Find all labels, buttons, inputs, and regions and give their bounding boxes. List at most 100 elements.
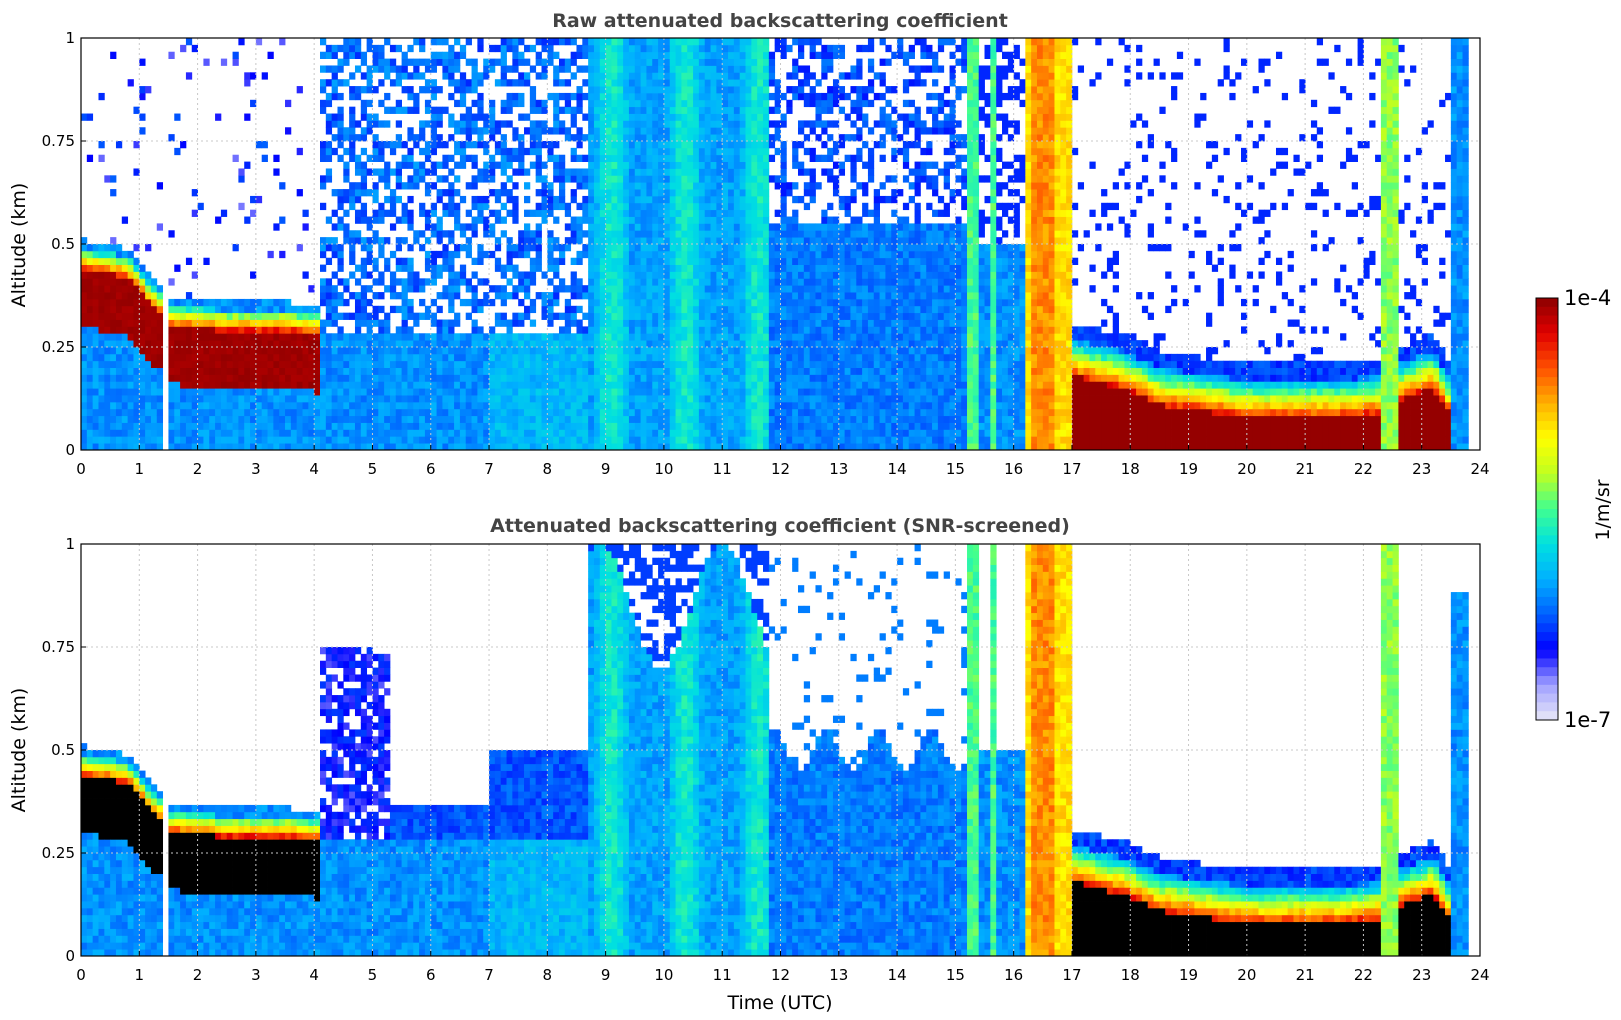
heatmap-cell bbox=[226, 374, 233, 382]
heatmap-cell bbox=[127, 298, 134, 307]
heatmap-cell bbox=[617, 99, 624, 108]
heatmap-cell bbox=[314, 326, 321, 334]
heatmap-cell bbox=[180, 401, 187, 410]
heatmap-cell bbox=[378, 209, 385, 217]
heatmap-cell bbox=[733, 195, 741, 204]
heatmap-cell bbox=[331, 353, 338, 362]
heatmap-cell bbox=[570, 154, 577, 162]
heatmap-cell bbox=[739, 38, 746, 46]
heatmap-cell bbox=[774, 237, 781, 245]
heatmap-cell bbox=[477, 333, 484, 341]
heatmap-cell bbox=[465, 312, 472, 320]
heatmap-cell bbox=[413, 175, 420, 183]
heatmap-cell bbox=[564, 202, 572, 211]
heatmap-cell bbox=[81, 271, 88, 279]
heatmap-cell bbox=[675, 319, 682, 327]
heatmap-cell bbox=[384, 161, 391, 169]
heatmap-cell bbox=[279, 182, 286, 190]
heatmap-cell bbox=[459, 264, 467, 272]
heatmap-cell bbox=[197, 353, 204, 362]
heatmap-cell bbox=[442, 319, 449, 327]
heatmap-cell bbox=[675, 422, 682, 430]
heatmap-cell bbox=[174, 340, 181, 348]
heatmap-cell bbox=[774, 285, 781, 293]
heatmap-cell bbox=[652, 422, 659, 430]
heatmap-cell bbox=[739, 353, 746, 362]
heatmap-cell bbox=[401, 353, 408, 362]
heatmap-cell bbox=[541, 99, 548, 108]
heatmap-cell bbox=[593, 360, 601, 368]
heatmap-cell bbox=[343, 285, 350, 293]
heatmap-cell bbox=[261, 401, 268, 410]
heatmap-cell bbox=[121, 347, 129, 355]
heatmap-cell bbox=[751, 51, 758, 59]
heatmap-cell bbox=[500, 422, 507, 430]
heatmap-cell bbox=[623, 168, 630, 176]
heatmap-cell bbox=[558, 79, 566, 87]
heatmap-cell bbox=[489, 127, 496, 135]
heatmap-cell bbox=[733, 202, 741, 211]
heatmap-cell bbox=[489, 333, 496, 341]
heatmap-cell bbox=[203, 333, 210, 341]
heatmap-cell bbox=[156, 347, 164, 355]
heatmap-cell bbox=[582, 395, 589, 403]
heatmap-cell bbox=[121, 395, 129, 403]
heatmap-cell bbox=[354, 312, 362, 320]
heatmap-cell bbox=[454, 443, 461, 450]
heatmap-cell bbox=[86, 367, 94, 375]
heatmap-cell bbox=[506, 292, 513, 300]
heatmap-cell bbox=[634, 319, 641, 327]
heatmap-cell bbox=[710, 388, 717, 396]
heatmap-cell bbox=[331, 134, 338, 142]
heatmap-cell bbox=[494, 189, 502, 197]
heatmap-cell bbox=[593, 292, 601, 300]
heatmap-cell bbox=[518, 72, 525, 80]
heatmap-cell bbox=[774, 127, 781, 135]
heatmap-cell bbox=[518, 134, 525, 142]
heatmap-cell bbox=[110, 292, 117, 300]
heatmap-cell bbox=[436, 271, 443, 279]
heatmap-cell bbox=[185, 72, 193, 80]
heatmap-cell bbox=[751, 58, 758, 66]
heatmap-cell bbox=[244, 408, 251, 417]
heatmap-cell bbox=[634, 182, 641, 190]
heatmap-cell bbox=[360, 415, 368, 423]
heatmap-cell bbox=[716, 38, 723, 46]
heatmap-cell bbox=[564, 209, 572, 217]
heatmap-cell bbox=[669, 195, 676, 204]
heatmap-cell bbox=[372, 422, 379, 430]
heatmap-cell bbox=[389, 353, 397, 362]
heatmap-cell bbox=[232, 353, 239, 362]
heatmap-cell bbox=[710, 237, 717, 245]
heatmap-cell bbox=[745, 79, 752, 87]
heatmap-cell bbox=[483, 443, 490, 450]
heatmap-cell bbox=[593, 216, 601, 224]
heatmap-cell bbox=[634, 44, 641, 53]
heatmap-cell bbox=[424, 436, 432, 444]
heatmap-cell bbox=[623, 175, 630, 183]
heatmap-cell bbox=[681, 353, 688, 362]
heatmap-cell bbox=[145, 401, 152, 410]
heatmap-cell bbox=[378, 333, 385, 341]
heatmap-cell bbox=[640, 209, 647, 217]
heatmap-cell bbox=[611, 127, 618, 135]
heatmap-cell bbox=[366, 99, 373, 108]
heatmap-cell bbox=[669, 99, 676, 108]
heatmap-cell bbox=[535, 381, 542, 389]
heatmap-cell bbox=[255, 326, 263, 334]
heatmap-cell bbox=[669, 244, 676, 252]
heatmap-cell bbox=[541, 360, 548, 368]
heatmap-cell bbox=[477, 195, 484, 204]
heatmap-cell bbox=[716, 333, 723, 341]
heatmap-cell bbox=[716, 353, 723, 362]
heatmap-cell bbox=[512, 51, 519, 59]
heatmap-cell bbox=[605, 415, 612, 423]
heatmap-cell bbox=[500, 264, 507, 272]
heatmap-cell bbox=[343, 230, 350, 238]
heatmap-cell bbox=[436, 134, 443, 142]
heatmap-cell bbox=[436, 292, 443, 300]
heatmap-cell bbox=[739, 367, 746, 375]
heatmap-cell bbox=[535, 374, 542, 382]
heatmap-cell bbox=[337, 374, 344, 382]
heatmap-cell bbox=[506, 340, 513, 348]
